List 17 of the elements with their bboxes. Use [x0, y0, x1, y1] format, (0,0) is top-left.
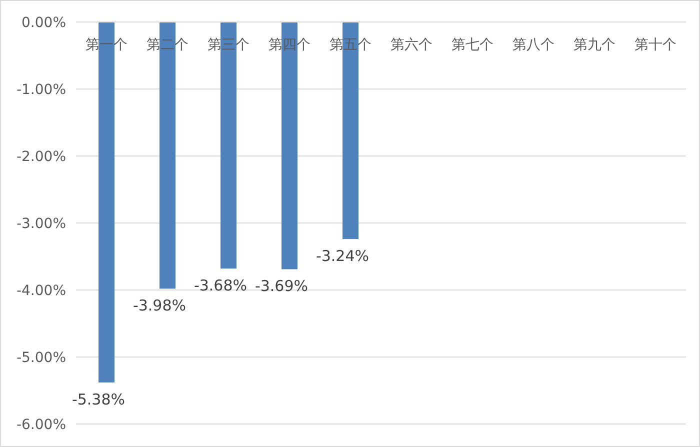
- data-label: -3.68%: [194, 276, 248, 295]
- x-tick-label: 第十个: [634, 37, 676, 53]
- y-tick-label: 0.00%: [22, 15, 66, 31]
- y-tick-label: -5.00%: [16, 350, 66, 366]
- x-tick-label: 第八个: [512, 37, 554, 53]
- x-tick-label: 第九个: [574, 37, 616, 53]
- data-label: -3.98%: [132, 296, 186, 315]
- data-label: -3.69%: [254, 277, 308, 296]
- y-tick-label: -3.00%: [16, 216, 66, 232]
- data-label: -5.38%: [72, 390, 126, 408]
- y-tick-label: -6.00%: [16, 417, 66, 433]
- x-tick-label: 第六个: [390, 37, 432, 53]
- x-tick-label: 第七个: [452, 37, 494, 53]
- data-label: -3.24%: [316, 247, 370, 266]
- y-tick-label: -1.00%: [16, 82, 66, 98]
- y-tick-label: -4.00%: [16, 283, 66, 299]
- y-tick-label: -2.00%: [16, 149, 66, 165]
